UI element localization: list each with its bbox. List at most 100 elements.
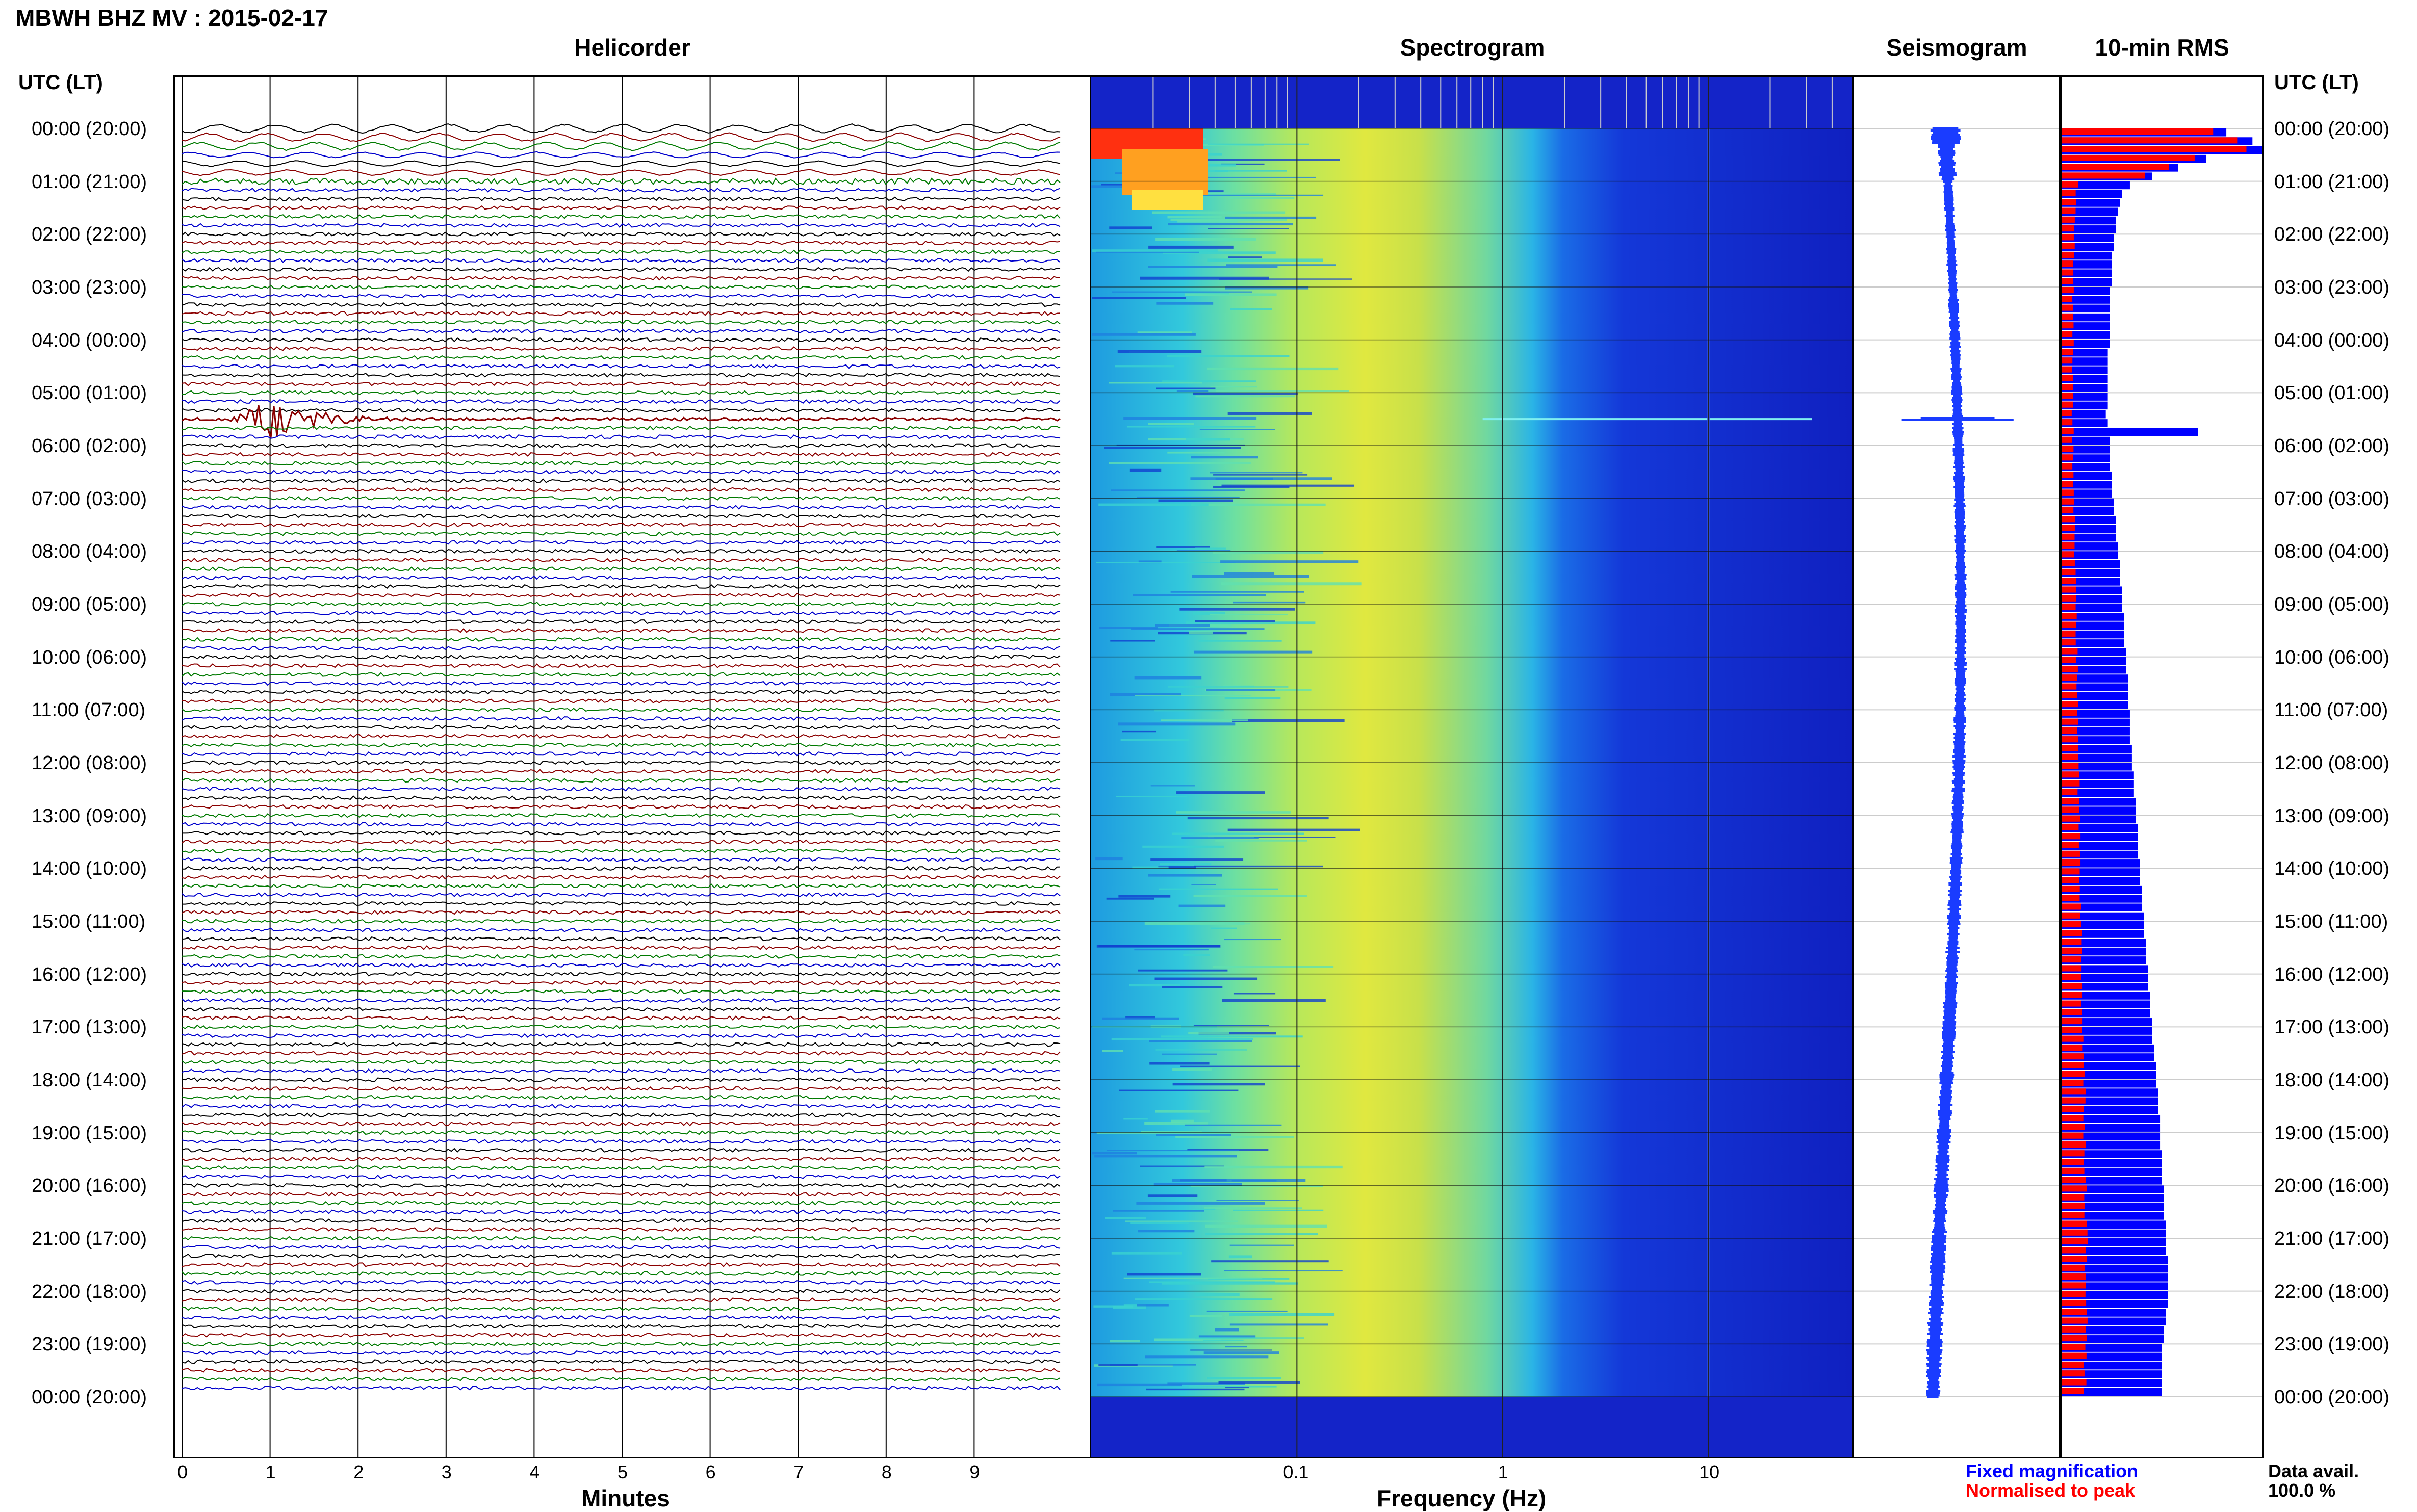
rms-bar-normalised <box>2062 304 2073 311</box>
helicorder-trace <box>182 936 1061 942</box>
time-label-left: 00:00 (20:00) <box>32 118 147 140</box>
rms-bar-fixed <box>2062 903 2142 911</box>
rms-bar-normalised <box>2062 850 2080 857</box>
spectrogram-streak <box>1154 1338 1222 1342</box>
spectrogram-streak <box>1215 1328 1239 1332</box>
rms-bar-normalised <box>2062 745 2078 751</box>
rms-bar-normalised <box>2062 903 2081 910</box>
time-label-left: 02:00 (22:00) <box>32 224 147 246</box>
spectrogram-streak <box>1156 302 1214 305</box>
helicorder-trace <box>182 830 1061 836</box>
rms-bar-fixed <box>2062 1256 2168 1264</box>
helicorder-trace <box>182 540 1061 545</box>
helicorder-trace <box>182 320 1061 325</box>
spectrogram-streak <box>1156 387 1216 390</box>
spectrogram-streak <box>1096 562 1236 563</box>
spectrogram-streak <box>1109 382 1202 384</box>
spectrogram-streak <box>1218 1381 1300 1384</box>
spectrogram-streak <box>1228 1255 1252 1259</box>
rms-bar-fixed <box>2062 930 2144 938</box>
rms-bar-fixed <box>2062 313 2110 322</box>
rms-bar-normalised <box>2062 1203 2085 1209</box>
spectrogram-streak <box>1204 1207 1302 1209</box>
spectrogram-streak <box>1158 499 1233 502</box>
spectrogram-streak <box>1188 1032 1229 1034</box>
helicorder-x-tick: 7 <box>793 1462 804 1482</box>
helicorder-trace <box>182 751 1061 757</box>
spectrogram-streak <box>1228 256 1262 258</box>
spectrogram-streak <box>1141 1131 1202 1133</box>
rms-bar-normalised <box>2062 1247 2086 1254</box>
rms-bar-fixed <box>2062 745 2132 753</box>
helicorder-trace <box>182 231 1061 237</box>
time-label-left: 19:00 (15:00) <box>32 1122 147 1144</box>
rms-bar-normalised <box>2062 771 2079 778</box>
spectrogram-streak <box>1176 390 1209 392</box>
helicorder-trace <box>182 1359 1061 1364</box>
spectrogram-streak <box>1180 1065 1300 1067</box>
rms-bar-normalised <box>2062 375 2073 381</box>
spectrogram-streak <box>1104 447 1241 449</box>
rms-bar-fixed <box>2062 446 2110 454</box>
rms-bar-normalised <box>2062 251 2074 258</box>
helicorder-plot <box>182 77 1061 1457</box>
spectrogram-streak <box>1191 884 1216 885</box>
spectrogram-xlabel: Frequency (Hz) <box>1377 1485 1547 1511</box>
helicorder-trace <box>182 470 1061 475</box>
helicorder-trace <box>182 575 1061 580</box>
spectrogram-streak <box>1145 1355 1269 1359</box>
spectrogram-streak <box>1172 1068 1212 1071</box>
rms-bar-normalised <box>2062 207 2076 214</box>
rms-bar-normalised <box>2062 1044 2083 1051</box>
helicorder-trace <box>182 408 1061 413</box>
spectrogram-streak <box>1161 1035 1303 1038</box>
helicorder-trace <box>182 698 1061 704</box>
rms-bar-normalised <box>2062 1167 2085 1174</box>
spectrogram-streak <box>1190 1349 1272 1351</box>
spectrogram-streak <box>1175 1136 1294 1138</box>
rms-bar-normalised <box>2062 296 2073 302</box>
rms-bar-normalised <box>2062 974 2081 980</box>
spectrogram-streak <box>1181 837 1259 839</box>
helicorder-trace <box>182 452 1061 457</box>
rms-bar-normalised <box>2062 463 2073 470</box>
spectrogram-streak <box>1148 874 1222 877</box>
helicorder-trace <box>182 1007 1061 1012</box>
spectrogram-streak <box>1167 216 1222 219</box>
helicorder-trace <box>182 927 1061 932</box>
rms-bar-normalised <box>2062 701 2078 708</box>
rms-bar-normalised <box>2062 824 2079 831</box>
spectrogram-streak <box>1092 297 1186 299</box>
spectrogram-streak <box>1207 367 1339 371</box>
helicorder-trace <box>182 1068 1061 1074</box>
helicorder-trace <box>182 1024 1061 1030</box>
spectrogram-streak <box>1163 251 1276 254</box>
time-label-left: 14:00 (10:00) <box>32 858 147 880</box>
rms-bar-normalised <box>2062 1317 2088 1324</box>
rms-bar-fixed <box>2062 982 2148 991</box>
helicorder-trace <box>182 151 1061 159</box>
spectrogram-hotspot <box>1132 190 1203 210</box>
rms-bar-fixed <box>2062 410 2106 419</box>
time-label-left: 06:00 (02:00) <box>32 435 147 457</box>
spectrogram-streak <box>1127 1273 1201 1276</box>
spectrogram-streak <box>1160 863 1212 865</box>
spectrogram-streak <box>1207 1377 1281 1379</box>
rms-bar-fixed <box>2062 1212 2164 1220</box>
helicorder-trace <box>182 258 1061 263</box>
spectrogram-streak <box>1224 572 1275 575</box>
rms-bar-normalised <box>2062 1273 2086 1280</box>
rms-bar-normalised <box>2062 578 2076 584</box>
helicorder-trace <box>182 1376 1061 1382</box>
time-label-left: 13:00 (09:00) <box>32 805 147 827</box>
rms-bar-normalised <box>2062 1177 2086 1183</box>
helicorder-x-tick: 5 <box>618 1462 628 1482</box>
rms-bar-fixed <box>2062 1000 2150 1009</box>
helicorder-x-tick: 4 <box>529 1462 540 1482</box>
rms-bar-fixed <box>2062 1088 2158 1097</box>
helicorder-trace <box>182 777 1061 783</box>
rms-bar-normalised <box>2062 595 2076 602</box>
helicorder-trace <box>182 672 1061 677</box>
spectrogram-streak <box>1203 1351 1279 1354</box>
spectrogram-streak <box>1206 176 1316 178</box>
